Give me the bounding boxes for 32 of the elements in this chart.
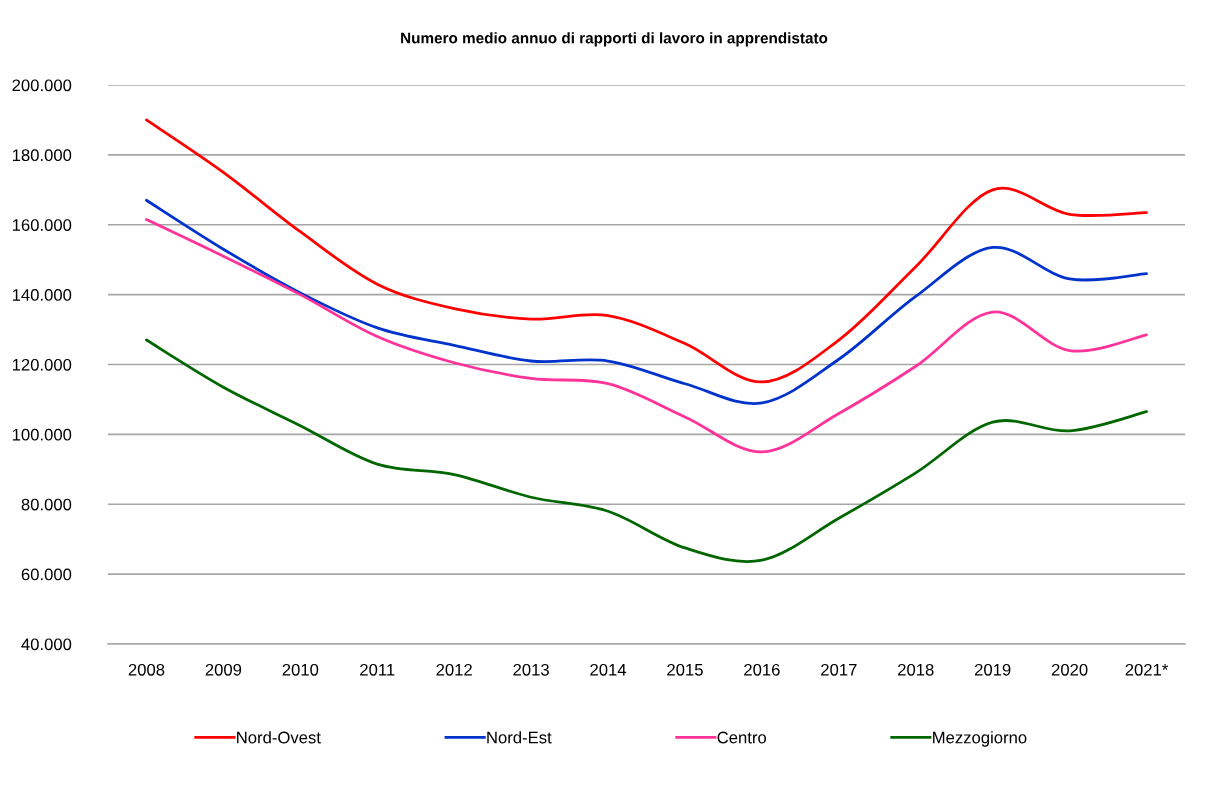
y-tick-label: 180.000 [12, 149, 72, 162]
x-tick-label: 2020 [1051, 663, 1088, 676]
legend-label: Nord-Ovest [237, 731, 321, 744]
legend-label: Nord-Est [487, 731, 552, 744]
chart-title: Numero medio annuo di rapporti di lavoro in apprendistato [401, 32, 828, 47]
x-tick-label: 2008 [128, 663, 165, 676]
x-tick-label: 2010 [282, 663, 319, 676]
x-tick-label: 2016 [744, 663, 780, 676]
x-tick-label: 2021* [1125, 663, 1169, 676]
y-tick-label: 160.000 [12, 219, 72, 231]
legend-label: Centro [717, 731, 767, 744]
x-tick-label: 2017 [821, 663, 857, 676]
line-series [145, 338, 1148, 563]
y-tick-label: 100.000 [12, 428, 72, 441]
y-tick-label: 200.000 [12, 79, 72, 92]
y-tick-label: 140.000 [12, 289, 72, 301]
x-tick-label: 2012 [436, 663, 472, 676]
legend-label: Mezzogiorno [933, 731, 1027, 747]
y-tick-label: 40.000 [21, 638, 72, 651]
x-tick-label: 2013 [513, 663, 549, 676]
line-series [145, 118, 1148, 384]
x-tick-label: 2014 [590, 663, 627, 676]
x-tick-label: 2011 [360, 663, 395, 676]
x-tick-label: 2018 [898, 663, 934, 676]
line-series [145, 218, 1148, 454]
y-tick-label: 60.000 [21, 568, 72, 581]
x-tick-label: 2015 [667, 663, 703, 676]
x-tick-label: 2019 [974, 663, 1011, 676]
x-tick-label: 2009 [205, 663, 242, 676]
y-tick-label: 80.000 [21, 498, 72, 511]
y-tick-label: 120.000 [12, 358, 72, 371]
line-series [145, 198, 1148, 405]
